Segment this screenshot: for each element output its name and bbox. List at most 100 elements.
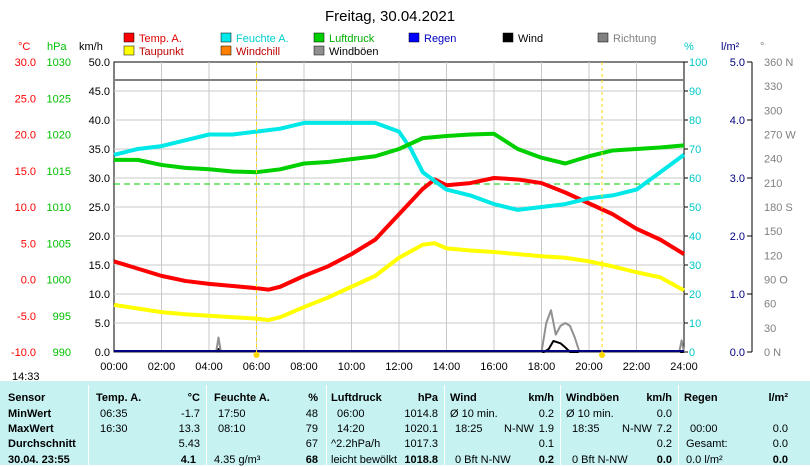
current-wind-bft: 0 Bft N-NW (455, 454, 511, 466)
legend-label: Windchill (236, 46, 280, 58)
avg-temp-value: 5.43 (178, 438, 200, 450)
current-hum-value: 68 (305, 454, 318, 466)
max-press-time: 14:20 (337, 423, 365, 435)
series-line (114, 131, 685, 175)
wind-tick-label: 10.0 (89, 289, 110, 301)
temp-tick-label: 0.0 (21, 275, 36, 287)
header-press: Luftdruck (331, 392, 382, 404)
pressure-tick-label: 1030 (47, 57, 71, 69)
humidity-tick-label: 10 (689, 318, 701, 330)
wind-tick-label: 20.0 (89, 231, 110, 243)
max-gust-dir: N-NW (622, 423, 652, 435)
header-wind: Wind (450, 392, 477, 404)
grid (113, 61, 685, 353)
row-avg-label: Durchschnitt (8, 438, 76, 450)
min-wind-time: Ø 10 min. (450, 408, 498, 420)
x-tick-label: 02:00 (148, 361, 176, 372)
direction-tick-label: 210 (764, 178, 782, 190)
direction-tick-label: 270 W (764, 130, 796, 142)
wind-tick-label: 40.0 (89, 115, 110, 127)
row-current-label: 30.04. 23:55 (8, 454, 70, 466)
rain-tick-label: 4.0 (730, 115, 745, 127)
x-tick-label: 14:00 (433, 361, 461, 372)
avg-press-trend: ^2.2hPa/h (331, 438, 381, 450)
legend-swatch (123, 32, 135, 43)
temp-tick-label: -5.0 (17, 311, 36, 323)
rain-tick-label: 5.0 (730, 57, 745, 69)
current-rain-text: 0.0 l/m² (686, 454, 723, 466)
legend-swatch (123, 45, 135, 56)
temp-tick-label: 5.0 (21, 238, 36, 250)
x-tick-label: 18:00 (528, 361, 556, 372)
avg-wind-value: 0.1 (538, 438, 554, 450)
legend-label: Windböen (329, 46, 379, 58)
temp-tick-label: 20.0 (15, 130, 36, 142)
legend-label: Wind (518, 33, 543, 45)
humidity-unit: % (684, 41, 694, 53)
direction-tick-label: 180 S (764, 202, 793, 214)
humidity-tick-label: 40 (689, 231, 701, 243)
temp-tick-label: -10.0 (11, 347, 36, 359)
wind-tick-label: 35.0 (89, 144, 110, 156)
x-tick-label: 06:00 (243, 361, 271, 372)
current-rain-value: 0.0 (772, 454, 788, 466)
sunset-marker (599, 352, 606, 358)
legend: Temp. A. Feuchte A. Luftdruck Regen Wind Rich… (123, 32, 656, 58)
legend-label: Richtung (613, 33, 656, 45)
current-weather-text: leicht bewölkt (331, 454, 398, 466)
current-gust-bft: 0 Bft N-NW (572, 454, 628, 466)
info-table: Sensor Temp. A. °C Feuchte A. % Luftdruc… (0, 381, 810, 466)
legend-label: Luftdruck (329, 33, 375, 45)
pressure-unit: hPa (47, 41, 67, 53)
pressure-tick-label: 1005 (47, 238, 71, 250)
avg-press-value: 1017.3 (404, 438, 438, 450)
x-tick-label: 12:00 (385, 361, 413, 372)
rain-unit: l/m² (721, 41, 740, 53)
pressure-tick-label: 1025 (47, 93, 71, 105)
min-hum-value: 48 (305, 408, 318, 420)
header-temp-unit: °C (187, 392, 200, 404)
markers (253, 62, 606, 358)
max-hum-value: 79 (305, 423, 318, 435)
legend-swatch (502, 32, 514, 43)
min-wind-value: 0.2 (538, 408, 554, 420)
temp-tick-label: 25.0 (15, 93, 36, 105)
header-gust: Windböen (566, 392, 620, 404)
header-gust-unit: km/h (646, 392, 672, 404)
max-gust-value: 7.2 (656, 423, 672, 435)
min-gust-time: Ø 10 min. (566, 408, 614, 420)
direction-tick-label: 330 (764, 81, 782, 93)
rain-tick-label: 2.0 (730, 231, 745, 243)
current-gust-value: 0.0 (656, 454, 672, 466)
x-tick-label: 22:00 (623, 361, 651, 372)
current-time-label: 14:33 (12, 371, 40, 383)
wind-tick-label: 0.0 (95, 347, 110, 359)
legend-swatch (220, 45, 232, 56)
header-wind-unit: km/h (528, 392, 554, 404)
header-temp: Temp. A. (96, 392, 142, 404)
temp-tick-label: 10.0 (15, 202, 36, 214)
max-rain-time: 00:00 (690, 423, 718, 435)
header-rain: Regen (684, 392, 718, 404)
min-press-time: 06:00 (337, 408, 365, 420)
pressure-tick-label: 1020 (47, 130, 71, 142)
avg-rain-value: 0.0 (772, 438, 788, 450)
avg-gust-value: 0.2 (656, 438, 672, 450)
legend-swatch (408, 32, 420, 43)
min-gust-value: 0.0 (656, 408, 672, 420)
x-tick-label: 10:00 (338, 361, 366, 372)
wind-tick-label: 15.0 (89, 260, 110, 272)
humidity-tick-label: 50 (689, 202, 701, 214)
pressure-tick-label: 1000 (47, 275, 71, 287)
row-max-label: MaxWert (8, 423, 54, 435)
legend-label: Taupunkt (139, 46, 184, 58)
pressure-tick-label: 995 (53, 311, 71, 323)
legend-label: Temp. A. (139, 33, 182, 45)
wind-tick-label: 25.0 (89, 202, 110, 214)
axes: 0.0 5.0 10.0 15.0 20.0 25.0 30.0 35.0 40.0 45.0 50… (11, 41, 796, 372)
avg-rain-label: Gesamt: (686, 438, 728, 450)
wind-unit: km/h (79, 41, 103, 53)
header-sensor: Sensor (8, 392, 46, 404)
max-wind-time: 18:25 (455, 423, 483, 435)
direction-unit: ° (760, 41, 764, 53)
